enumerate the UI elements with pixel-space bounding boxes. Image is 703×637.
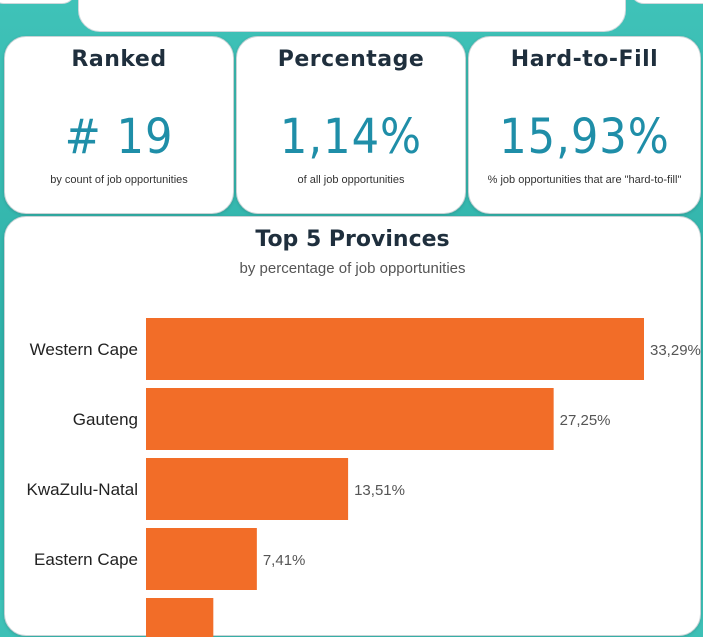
kpi-card-percentage: Percentage 1,14% of all job opportunitie…	[236, 36, 466, 214]
bar-kwazulu-natal[interactable]	[146, 458, 349, 520]
value-label: 13,51%	[354, 482, 405, 499]
bar-partial[interactable]	[146, 598, 214, 637]
chart-title: Top 5 Provinces	[255, 227, 450, 252]
value-label: 33,29%	[650, 342, 701, 359]
bar-chart: Western Cape 33,29% Gauteng 27,25% KwaZulu-N…	[27, 318, 701, 637]
kpi-card-ranked: Ranked # 19 by count of job opportunitie…	[4, 36, 234, 214]
kpi-card-hard-to-fill: Hard-to-Fill 15,93% % job opportunities …	[468, 36, 701, 214]
top-left-tile	[0, 0, 76, 4]
category-label: Eastern Cape	[34, 550, 138, 569]
kpi-title: Hard-to-Fill	[510, 47, 659, 72]
value-label: 7,41%	[263, 552, 306, 569]
value-label: 27,25%	[560, 412, 611, 429]
bar-western-cape[interactable]	[146, 318, 644, 380]
kpi-title: Percentage	[277, 47, 425, 72]
kpi-title: Ranked	[71, 47, 167, 72]
category-label: Western Cape	[30, 340, 138, 359]
category-label: Gauteng	[73, 410, 138, 429]
top-provinces-chart-card: Top 5 Provinces by percentage of job opp…	[4, 216, 701, 637]
kpi-value: 1,14%	[279, 109, 423, 165]
bar-eastern-cape[interactable]	[146, 528, 257, 590]
kpi-subtitle: by count of job opportunities	[50, 174, 188, 186]
top-right-tile	[630, 0, 703, 4]
kpi-value: 15,93%	[499, 109, 670, 165]
bar-gauteng[interactable]	[146, 388, 554, 450]
kpi-subtitle: of all job opportunities	[297, 174, 405, 186]
kpi-subtitle: % job opportunities that are "hard-to-fi…	[487, 174, 682, 186]
top-header-card	[78, 0, 626, 32]
chart-subtitle: by percentage of job opportunities	[239, 260, 466, 277]
kpi-value: # 19	[64, 109, 174, 165]
category-label: KwaZulu-Natal	[27, 480, 139, 499]
